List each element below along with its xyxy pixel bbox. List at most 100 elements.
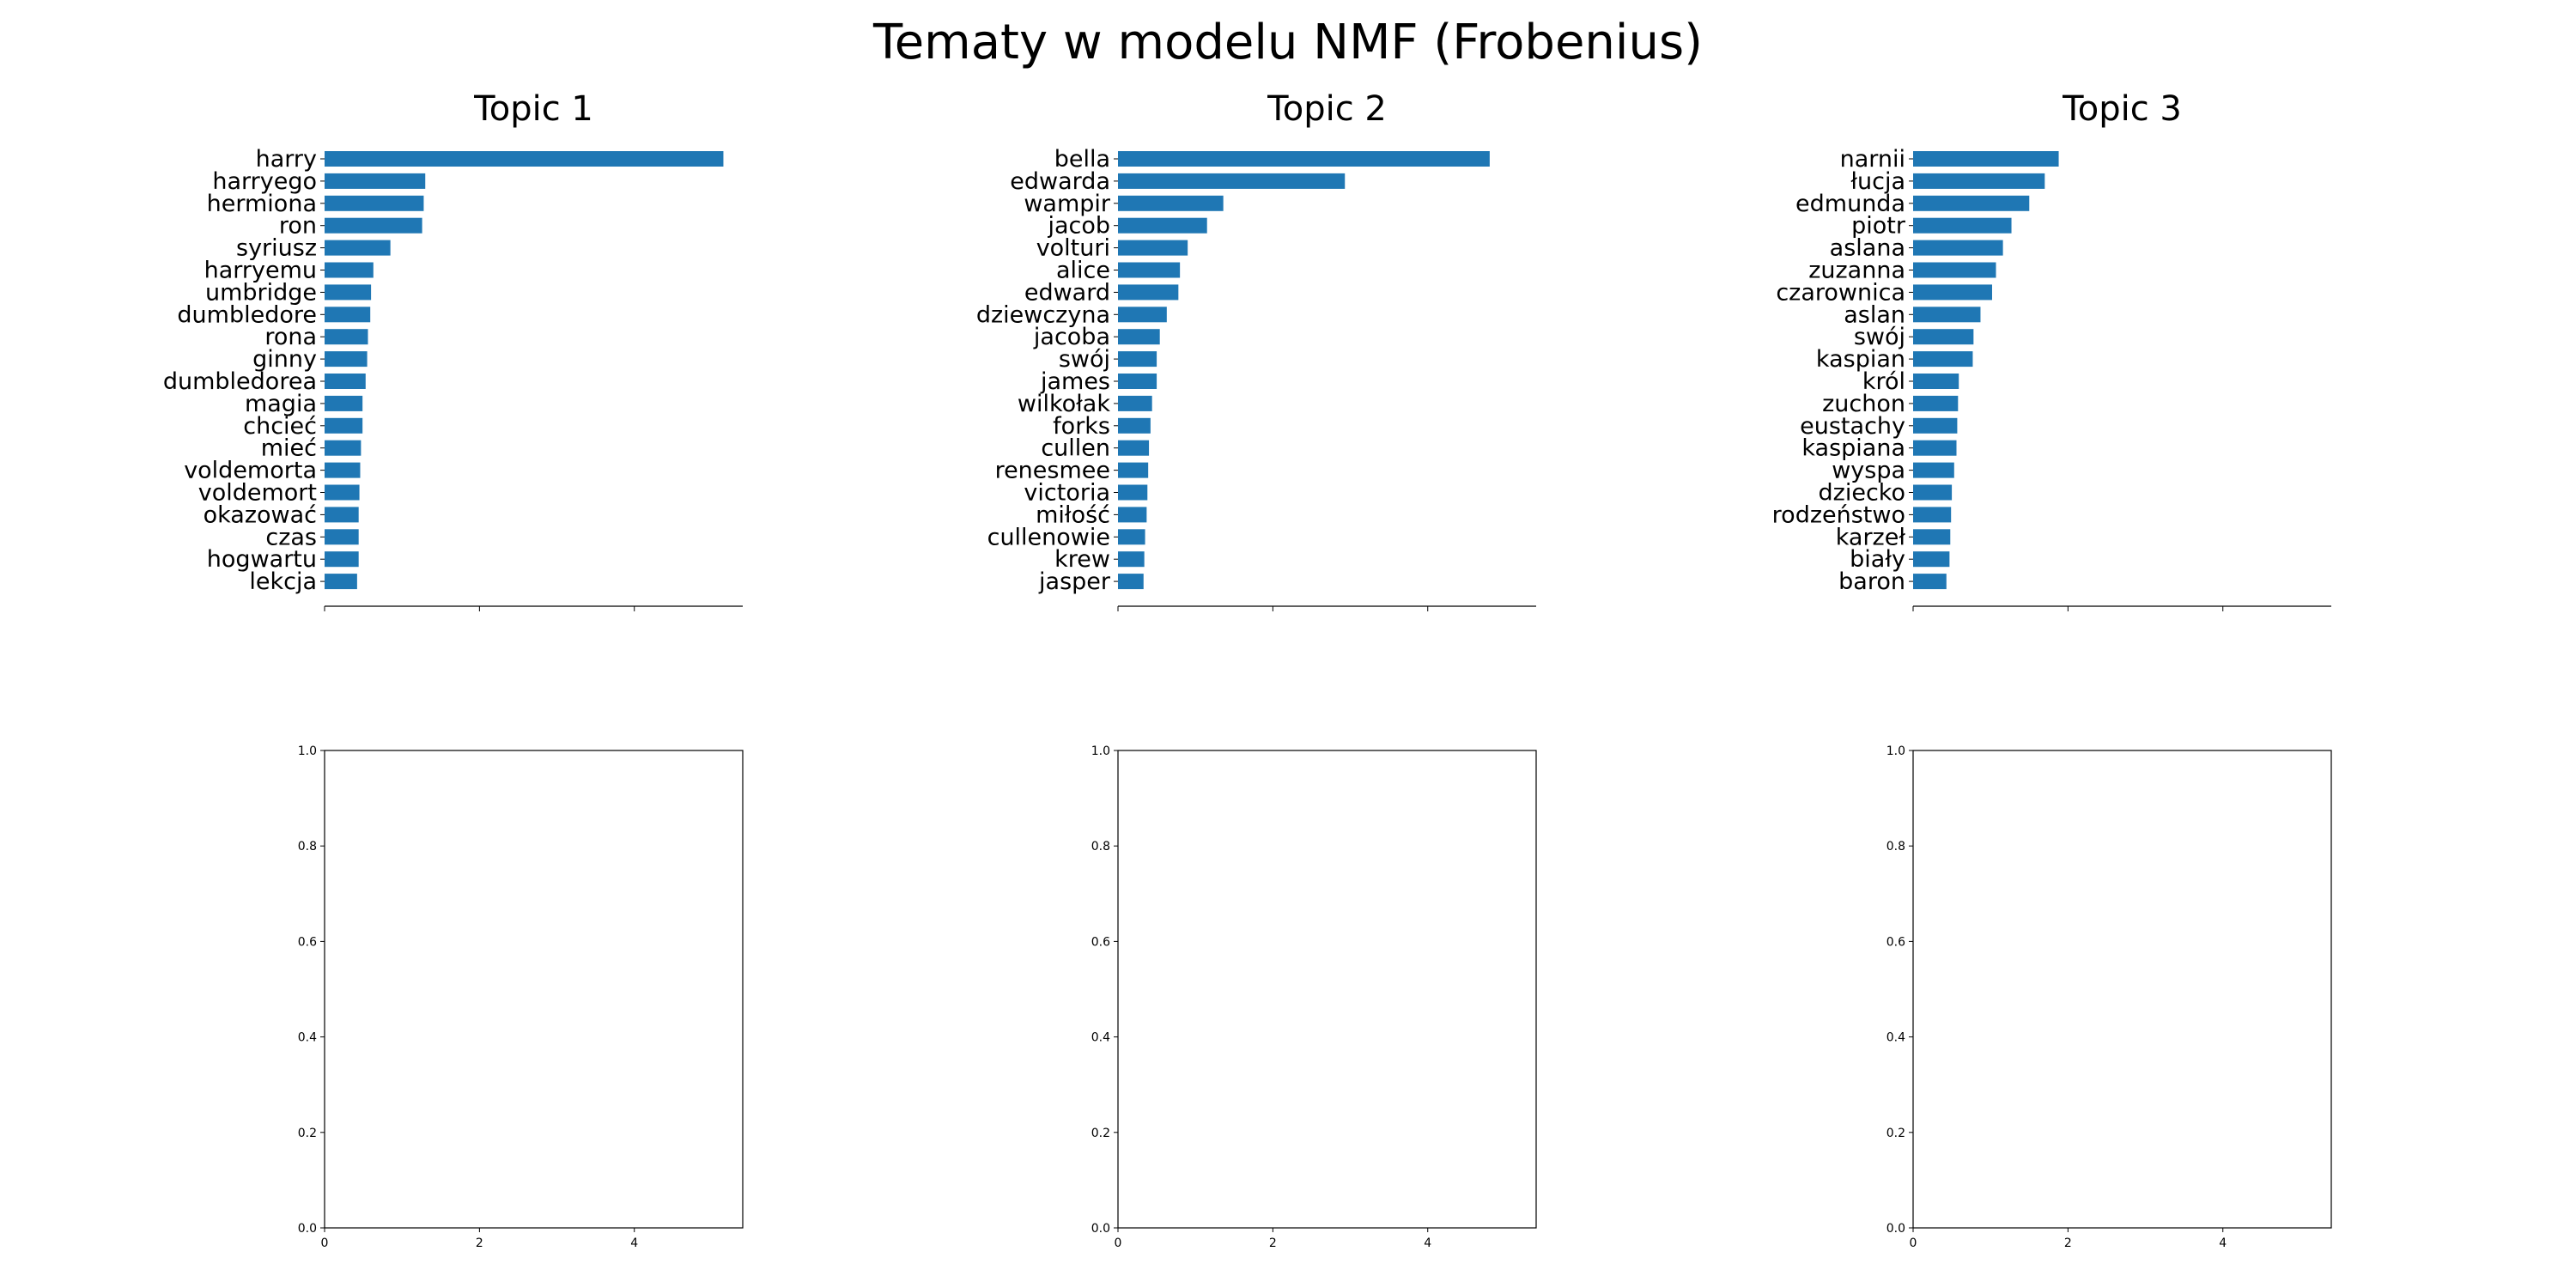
bar [1118, 307, 1167, 323]
bar [1913, 507, 1952, 523]
y-tick-label: forks [1053, 413, 1110, 440]
figure-title: Tematy w modelu NMF (Frobenius) [872, 15, 1703, 70]
x-tick-label: 4 [630, 1236, 638, 1250]
y-tick-label: victoria [1024, 480, 1110, 507]
y-tick-label: biały [1850, 546, 1905, 573]
x-tick-label: 4 [1424, 1236, 1431, 1250]
y-tick-label: aslana [1830, 235, 1905, 262]
bar [1913, 462, 1954, 478]
axes-frame [1117, 750, 1537, 1229]
y-tick-label: harryego [212, 168, 317, 195]
bar [1913, 173, 2045, 189]
bar [1913, 395, 1959, 411]
y-tick-label: 1.0 [1091, 744, 1110, 758]
y-tick-label: 0.4 [1886, 1031, 1905, 1045]
y-tick-label: alice [1056, 258, 1110, 284]
bar [1913, 440, 1957, 456]
y-tick-label: jacob [1047, 213, 1110, 240]
bar [1913, 351, 1973, 368]
y-tick-label: miłość [1036, 501, 1110, 528]
bar [1913, 551, 1950, 568]
y-tick-label: 0.8 [298, 840, 317, 854]
y-tick-label: 0.0 [298, 1222, 317, 1236]
bar [1118, 462, 1149, 478]
bar [1913, 217, 2012, 234]
y-tick-label: piotr [1851, 213, 1906, 240]
bar [1118, 240, 1188, 256]
bar [325, 262, 374, 278]
subplot-1: Topic 1 harryharryegohermionaronsyriuszha… [163, 89, 743, 611]
bar [1118, 374, 1157, 389]
y-tick-label: jasper [1038, 568, 1111, 595]
x-tick-label: 0 [321, 1236, 329, 1250]
bar [1913, 484, 1953, 501]
y-tick-label: kaspian [1816, 346, 1905, 373]
bar [325, 374, 366, 389]
y-tick-label: król [1862, 368, 1905, 395]
y-tick-label: volturi [1036, 235, 1110, 262]
bar [325, 284, 372, 301]
bar [325, 395, 363, 411]
bar [325, 217, 422, 234]
y-tick-label: edward [1024, 279, 1110, 306]
y-tick-label: 1.0 [1886, 744, 1905, 758]
subplot-title: Topic 3 [2062, 89, 2182, 129]
y-tick-label: voldemort [198, 480, 317, 507]
x-tick-label: 2 [2064, 1236, 2072, 1250]
y-tick-label: mieć [261, 435, 317, 462]
bar [1118, 574, 1144, 590]
subplot-5: 0.0 0.2 0.4 0.6 0.8 1.0 0 2 4 [1091, 744, 1537, 1250]
y-tick-label: dziecko [1819, 480, 1905, 507]
bar [1118, 395, 1152, 411]
bar [1913, 374, 1959, 389]
y-tick-label: james [1040, 368, 1110, 395]
bar [1118, 351, 1157, 368]
y-tick-label: baron [1838, 568, 1905, 595]
y-tick-label: 0.8 [1091, 840, 1110, 854]
y-tick-label: aslan [1844, 301, 1905, 328]
y-tick-label: 0.0 [1886, 1222, 1905, 1236]
bar [325, 307, 371, 323]
bar [1913, 529, 1951, 545]
y-tick-label: syriusz [236, 235, 317, 262]
y-tick-label: wilkołak [1018, 391, 1110, 417]
bar [325, 173, 426, 189]
bar [1118, 440, 1150, 456]
bar [325, 151, 724, 167]
bar [1913, 195, 2030, 211]
bar [325, 440, 361, 456]
y-tick-label: dziewczyna [976, 301, 1110, 328]
y-tick-label: 1.0 [298, 744, 317, 758]
axes-frame [324, 750, 744, 1229]
bar [1118, 329, 1160, 345]
y-tick-label: swój [1059, 346, 1110, 373]
bar [325, 417, 363, 434]
bar [1118, 417, 1151, 434]
y-tick-label: cullen [1041, 435, 1110, 462]
y-tick-label: dumbledorea [163, 368, 317, 395]
y-tick-label: okazować [204, 501, 317, 528]
subplot-6: 0.0 0.2 0.4 0.6 0.8 1.0 0 2 4 [1886, 744, 2332, 1250]
y-tick-label: swój [1854, 324, 1905, 350]
bar [1913, 284, 1992, 301]
bar [1118, 507, 1147, 523]
y-tick-label: rona [264, 324, 317, 350]
bar [325, 195, 424, 211]
y-tick-label: hogwartu [207, 546, 317, 573]
y-tick-label: edwarda [1010, 168, 1110, 195]
y-tick-label: narnii [1840, 146, 1905, 173]
y-tick-label: czarownica [1776, 279, 1905, 306]
bar [1913, 262, 1996, 278]
y-tick-label: hermiona [207, 191, 317, 217]
bar [1913, 417, 1958, 434]
panels: Topic 1 harryharryegohermionaronsyriuszha… [163, 89, 2332, 1250]
y-tick-label: 0.6 [1886, 935, 1905, 949]
y-tick-label: wyspa [1832, 458, 1905, 484]
y-tick-label: dumbledore [177, 301, 317, 328]
bar [325, 462, 361, 478]
y-tick-label: 0.6 [298, 935, 317, 949]
y-tick-label: 0.2 [1886, 1127, 1905, 1140]
x-tick-label: 4 [2219, 1236, 2227, 1250]
x-tick-label: 0 [1910, 1236, 1917, 1250]
